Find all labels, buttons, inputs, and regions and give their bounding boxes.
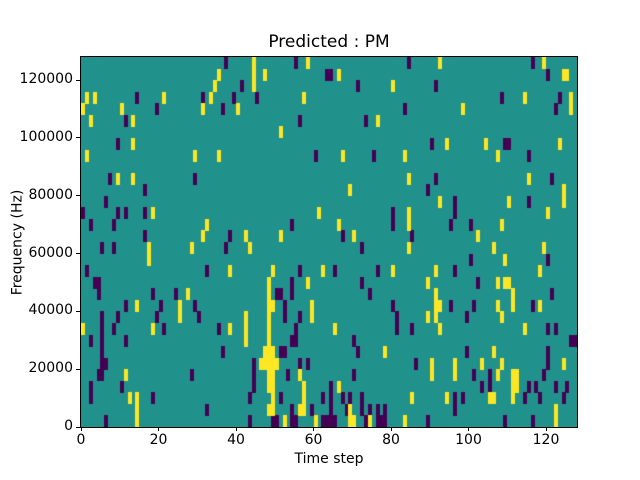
x-tick-mark	[235, 427, 237, 431]
y-tick-mark	[76, 79, 80, 81]
y-tick-label: 60000	[28, 244, 73, 261]
y-tick-label: 0	[64, 418, 73, 434]
y-tick-label: 40000	[28, 302, 73, 319]
x-tick-mark	[80, 427, 82, 431]
x-axis-label: Time step	[294, 451, 364, 467]
chart-title: Predicted : PM	[268, 32, 390, 52]
y-tick-mark	[76, 368, 80, 370]
x-tick-mark	[390, 427, 392, 431]
y-tick-mark	[76, 195, 80, 197]
x-tick-mark	[313, 427, 314, 431]
x-tick-label: 20	[149, 432, 168, 448]
x-tick-label: 120	[532, 432, 560, 448]
x-tick-label: 60	[304, 432, 323, 448]
x-tick-label: 80	[382, 432, 400, 448]
y-tick-mark	[76, 426, 80, 428]
x-tick-label: 40	[227, 432, 245, 448]
y-tick-label: 80000	[28, 186, 73, 203]
x-tick-label: 0	[76, 432, 86, 448]
y-tick-mark	[76, 137, 80, 139]
y-tick-mark	[76, 310, 80, 312]
y-tick-mark	[76, 253, 80, 255]
plot-area	[80, 56, 578, 428]
y-tick-label: 100000	[19, 128, 73, 145]
heatmap-canvas	[81, 57, 577, 427]
x-tick-label: 100	[455, 432, 482, 448]
x-tick-mark	[468, 427, 469, 431]
x-tick-mark	[158, 427, 159, 431]
x-tick-mark	[545, 427, 547, 431]
y-tick-label: 20000	[28, 360, 73, 377]
y-tick-label: 120000	[19, 71, 73, 88]
